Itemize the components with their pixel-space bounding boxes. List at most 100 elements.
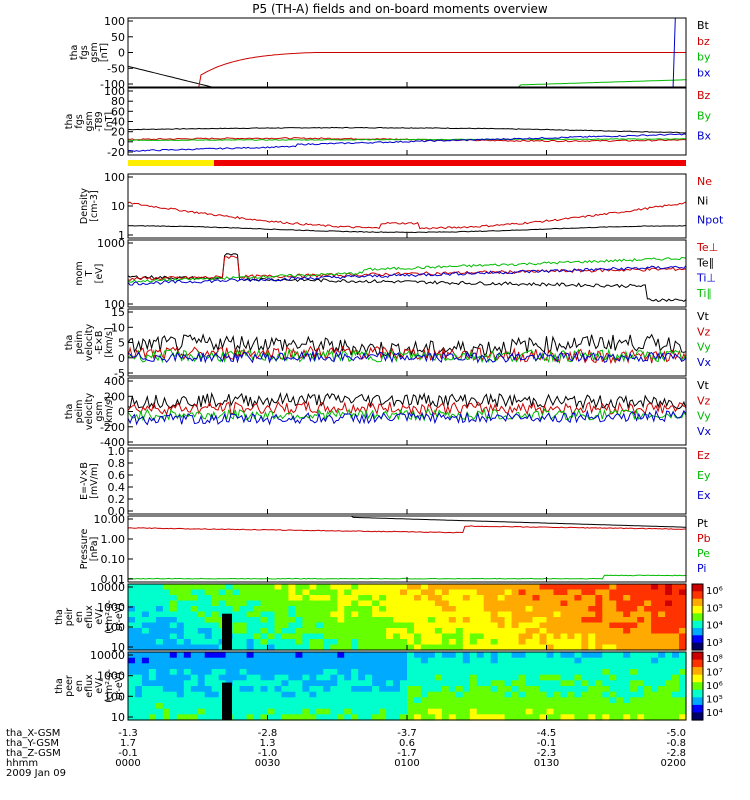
heatmap-cell xyxy=(379,697,387,704)
x-row-value: 0130 xyxy=(534,758,559,769)
heatmap-cell xyxy=(560,622,569,629)
data-gap xyxy=(222,613,232,650)
heatmap-cell xyxy=(672,639,680,646)
heatmap-cell xyxy=(574,652,582,659)
heatmap-cell xyxy=(211,600,220,607)
heatmap-cell xyxy=(623,680,631,687)
heatmap-cell xyxy=(344,652,352,659)
heatmap-cell xyxy=(560,686,569,693)
heatmap-cell xyxy=(525,639,534,646)
heatmap-cell xyxy=(414,584,422,591)
heatmap-cell xyxy=(609,644,617,651)
heatmap-cell xyxy=(616,686,624,693)
heatmap-cell xyxy=(518,589,527,596)
heatmap-cell xyxy=(518,697,527,704)
heatmap-cell xyxy=(567,714,575,721)
heatmap-cell xyxy=(260,714,269,721)
heatmap-cell xyxy=(351,697,359,704)
heatmap-cell xyxy=(148,589,157,596)
heatmap-cell xyxy=(274,669,283,676)
heatmap-cell xyxy=(274,657,283,664)
heatmap-cell xyxy=(135,680,143,687)
heatmap-cell xyxy=(518,703,527,710)
heatmap-cell xyxy=(525,617,534,624)
heatmap-cell xyxy=(574,697,582,704)
heatmap-cell xyxy=(665,617,673,624)
heatmap-cell xyxy=(218,600,227,607)
heatmap-cell xyxy=(330,657,338,664)
plot-title: P5 (TH-A) fields and on-board moments ov… xyxy=(252,2,548,16)
heatmap-cell xyxy=(267,628,276,635)
heatmap-cell xyxy=(246,611,255,618)
heatmap-cell xyxy=(434,708,443,715)
y-tick-label: 80 xyxy=(111,95,125,108)
heatmap-cell xyxy=(379,663,387,670)
heatmap-cell xyxy=(644,663,652,670)
heatmap-cell xyxy=(316,714,324,721)
heatmap-cell xyxy=(434,703,443,710)
heatmap-cell xyxy=(400,652,408,659)
heatmap-cell xyxy=(658,686,666,693)
heatmap-cell xyxy=(414,652,422,659)
heatmap-cell xyxy=(441,622,450,629)
heatmap-cell xyxy=(525,657,534,664)
heatmap-cell xyxy=(532,680,541,687)
colorbar-segment xyxy=(692,613,703,622)
heatmap-cell xyxy=(372,644,380,651)
heatmap-cell xyxy=(525,680,534,687)
y-label-line: [km/s] xyxy=(104,327,115,357)
heatmap-cell xyxy=(351,589,359,596)
heatmap-cell xyxy=(588,589,596,596)
heatmap-cell xyxy=(574,674,582,681)
heatmap-cell xyxy=(135,644,143,651)
heatmap-cell xyxy=(658,606,666,613)
heatmap-cell xyxy=(567,652,575,659)
heatmap-cell xyxy=(344,628,352,635)
heatmap-cell xyxy=(539,617,548,624)
heatmap-cell xyxy=(309,622,317,629)
heatmap-cell xyxy=(532,595,541,602)
quality-bar-yellow xyxy=(128,160,214,166)
heatmap-cell xyxy=(539,611,548,618)
heatmap-cell xyxy=(525,584,534,591)
heatmap-cell xyxy=(218,589,227,596)
heatmap-cell xyxy=(176,663,185,670)
heatmap-cell xyxy=(128,703,136,710)
heatmap-cell xyxy=(246,663,255,670)
heatmap-cell xyxy=(393,686,401,693)
heatmap-cell xyxy=(462,606,471,613)
heatmap-cell xyxy=(148,652,157,659)
heatmap-cell xyxy=(504,674,513,681)
heatmap-cell xyxy=(141,703,150,710)
colorbar-segment xyxy=(692,620,703,629)
heatmap-cell xyxy=(539,652,548,659)
heatmap-cell xyxy=(379,595,387,602)
heatmap-cell xyxy=(197,639,206,646)
heatmap-cell xyxy=(455,633,464,640)
heatmap-cell xyxy=(665,708,673,715)
heatmap-cell xyxy=(253,633,262,640)
legend-entry: Ti⊥ xyxy=(696,272,716,285)
heatmap-cell xyxy=(211,589,220,596)
heatmap-cell xyxy=(546,714,555,721)
heatmap-cell xyxy=(483,697,492,704)
heatmap-cell xyxy=(518,686,527,693)
heatmap-cell xyxy=(504,708,513,715)
heatmap-cell xyxy=(455,686,464,693)
heatmap-cell xyxy=(148,691,157,698)
heatmap-cell xyxy=(239,652,248,659)
heatmap-cell xyxy=(434,611,443,618)
heatmap-cell xyxy=(462,703,471,710)
heatmap-cell xyxy=(344,663,352,670)
heatmap-cell xyxy=(281,628,289,635)
heatmap-cell xyxy=(386,611,394,618)
heatmap-cell xyxy=(427,600,436,607)
heatmap-cell xyxy=(448,600,457,607)
heatmap-cell xyxy=(644,628,652,635)
heatmap-cell xyxy=(309,669,317,676)
heatmap-cell xyxy=(337,589,345,596)
y-tick-label: 0.0 xyxy=(108,505,126,518)
heatmap-cell xyxy=(128,628,136,635)
heatmap-cell xyxy=(602,633,610,640)
